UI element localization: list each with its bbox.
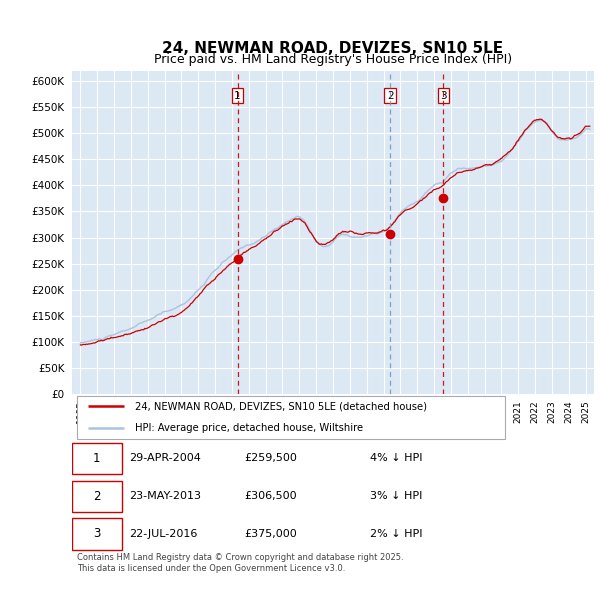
Text: 2: 2 <box>93 490 101 503</box>
FancyBboxPatch shape <box>72 481 122 512</box>
Text: 1: 1 <box>93 452 101 465</box>
Text: £375,000: £375,000 <box>244 529 297 539</box>
Text: £306,500: £306,500 <box>244 491 297 501</box>
Text: 29-APR-2004: 29-APR-2004 <box>130 453 201 463</box>
Text: 1: 1 <box>234 91 241 101</box>
Text: 23-MAY-2013: 23-MAY-2013 <box>130 491 202 501</box>
FancyBboxPatch shape <box>72 442 122 474</box>
Text: 2: 2 <box>387 91 394 101</box>
Text: 22-JUL-2016: 22-JUL-2016 <box>130 529 198 539</box>
Text: 24, NEWMAN ROAD, DEVIZES, SN10 5LE: 24, NEWMAN ROAD, DEVIZES, SN10 5LE <box>163 41 503 56</box>
FancyBboxPatch shape <box>72 519 122 549</box>
Text: 4% ↓ HPI: 4% ↓ HPI <box>370 453 422 463</box>
Text: HPI: Average price, detached house, Wiltshire: HPI: Average price, detached house, Wilt… <box>134 423 363 433</box>
FancyBboxPatch shape <box>77 396 505 438</box>
Text: 3% ↓ HPI: 3% ↓ HPI <box>370 491 422 501</box>
Text: 3: 3 <box>440 91 447 101</box>
Text: 2% ↓ HPI: 2% ↓ HPI <box>370 529 422 539</box>
Text: Price paid vs. HM Land Registry's House Price Index (HPI): Price paid vs. HM Land Registry's House … <box>154 53 512 66</box>
Text: 3: 3 <box>93 527 100 540</box>
Text: Contains HM Land Registry data © Crown copyright and database right 2025.
This d: Contains HM Land Registry data © Crown c… <box>77 553 404 573</box>
Text: 24, NEWMAN ROAD, DEVIZES, SN10 5LE (detached house): 24, NEWMAN ROAD, DEVIZES, SN10 5LE (deta… <box>134 401 427 411</box>
Text: £259,500: £259,500 <box>244 453 297 463</box>
